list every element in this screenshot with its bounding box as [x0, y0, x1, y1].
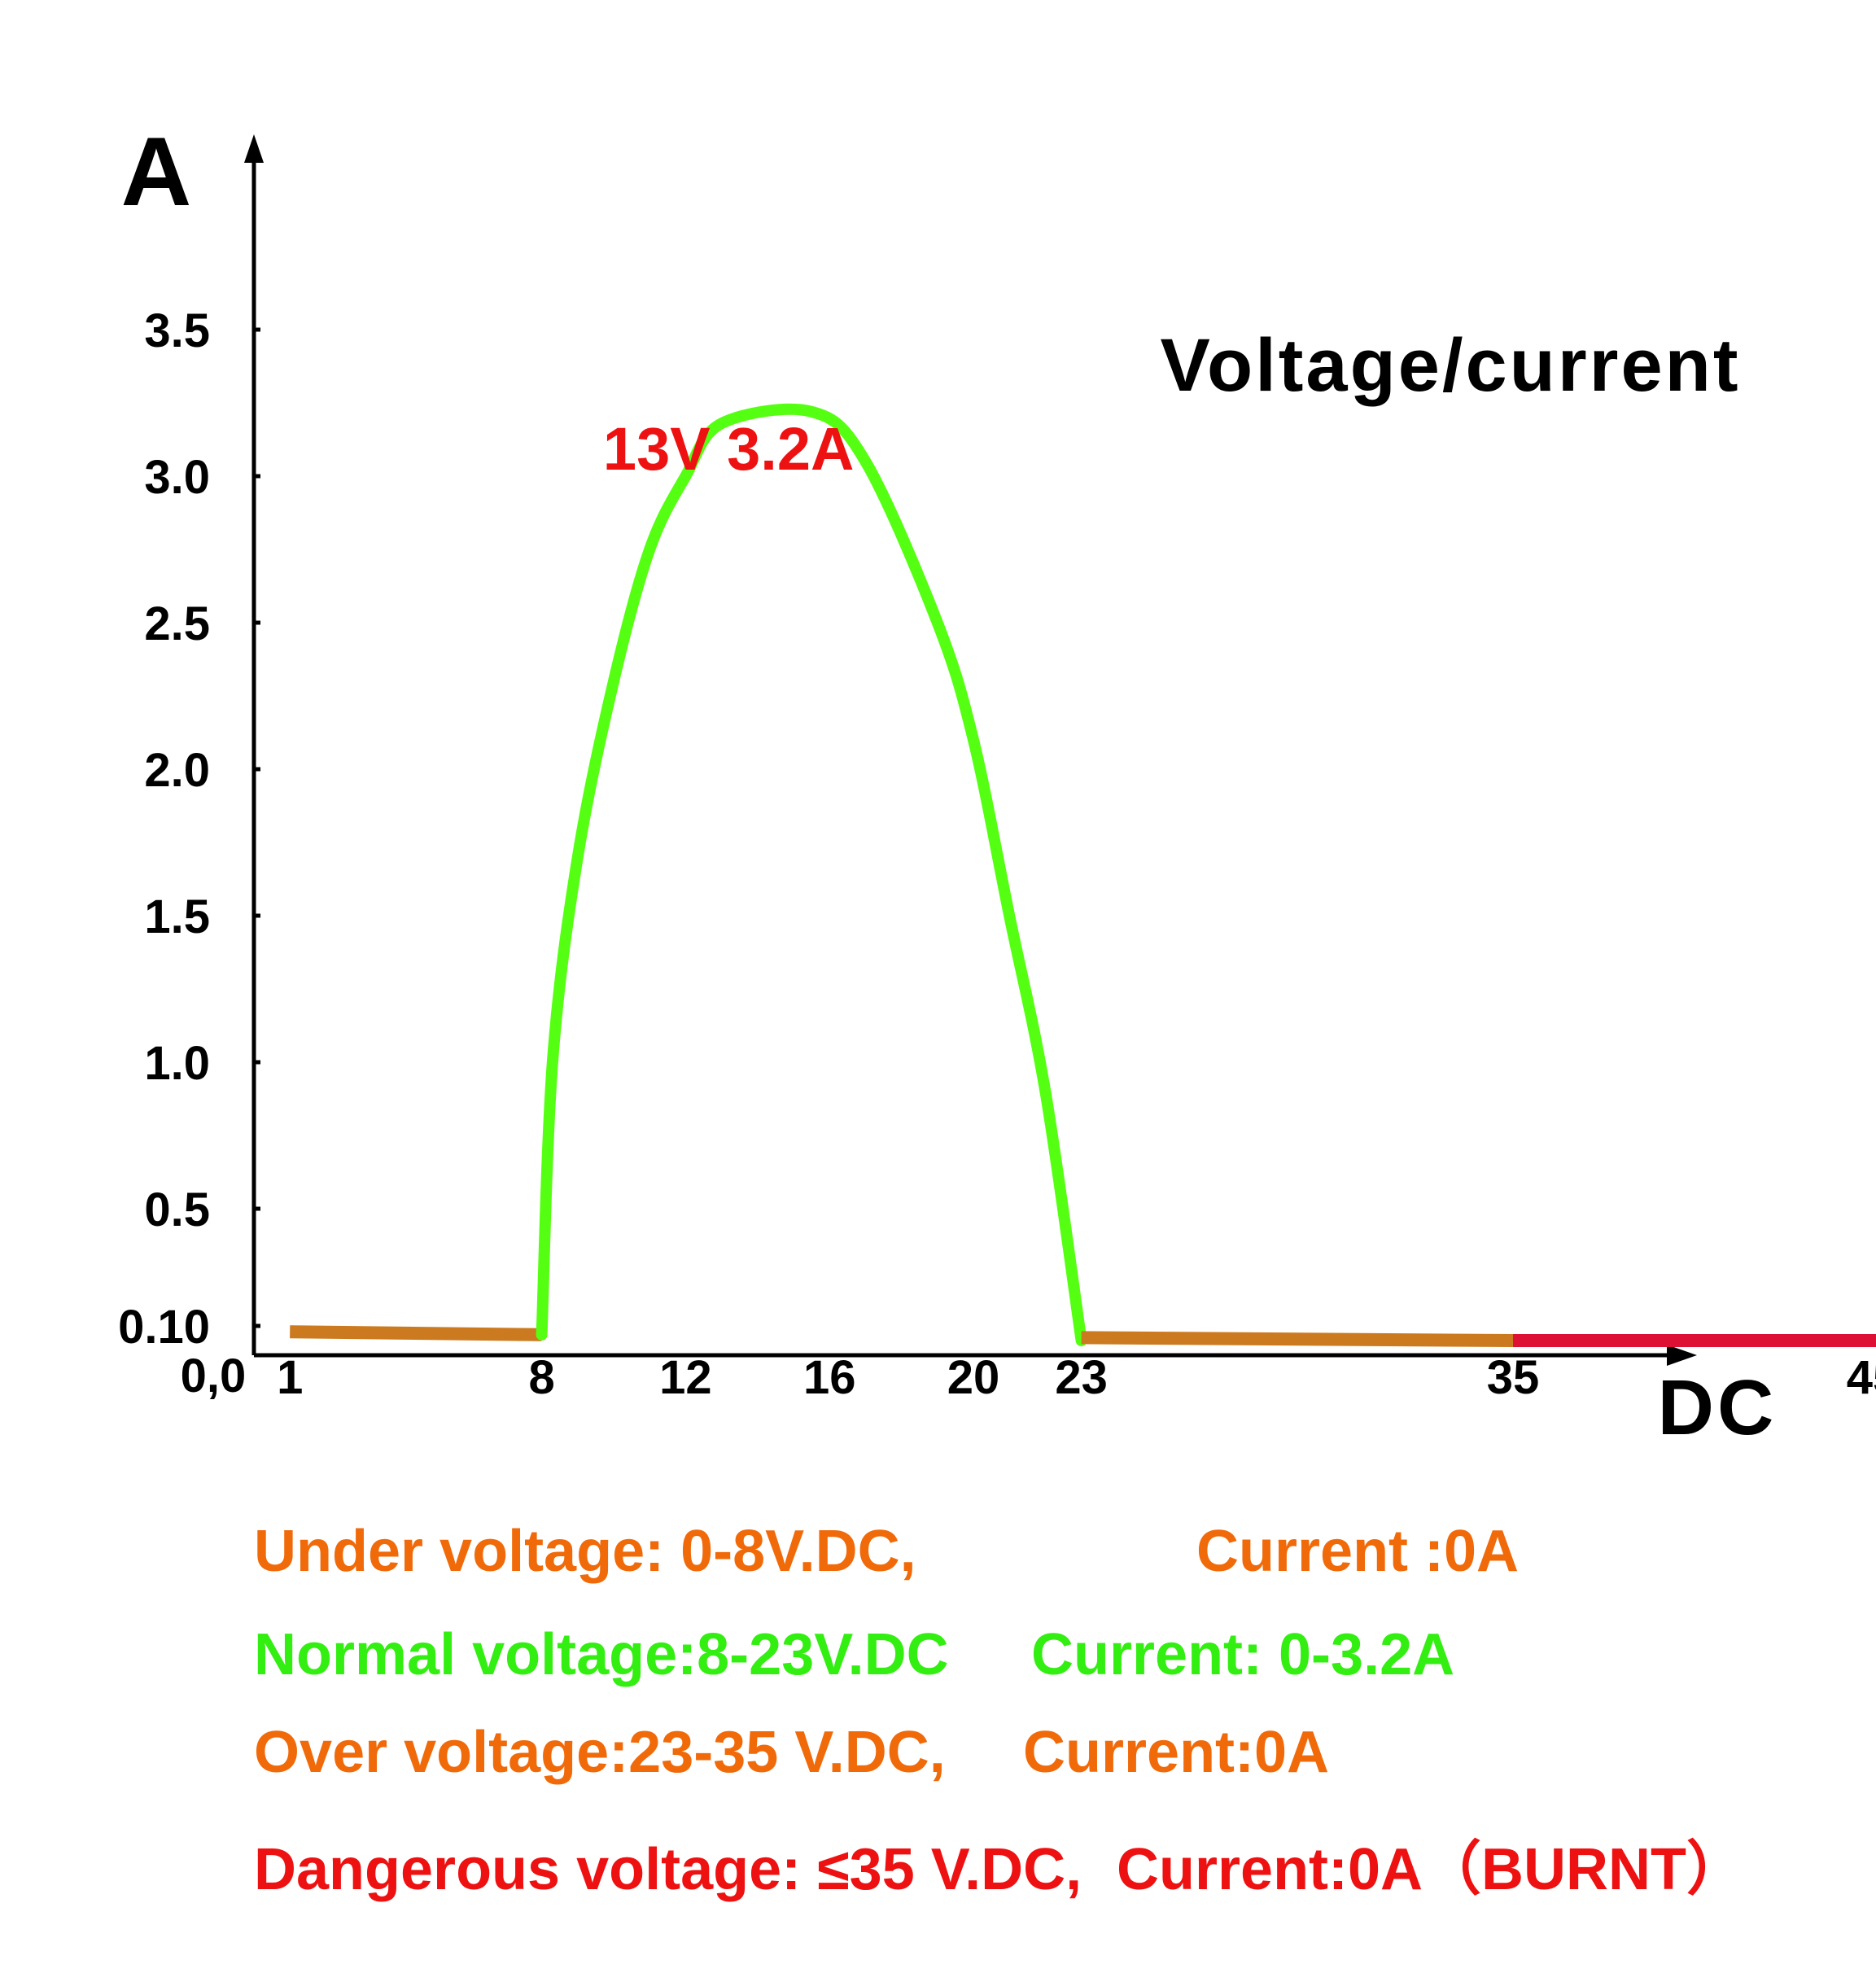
peak-annotation: 13V 3.2A	[603, 415, 855, 483]
note-normal-voltage-current: Current: 0-3.2A	[1031, 1622, 1455, 1687]
x-tick-label: 1	[277, 1351, 303, 1404]
x-tick-label: 45	[1847, 1351, 1876, 1404]
note-dangerous-voltage-range: Dangerous voltage: ≤35 V.DC,	[254, 1837, 1082, 1902]
y-tick-label: 3.0	[144, 451, 210, 504]
note-normal-voltage: Normal voltage:8-23V.DC Current: 0-3.2A	[189, 1555, 1454, 1755]
x-axis-label: DC	[1658, 1364, 1778, 1451]
note-under-voltage-range: Under voltage: 0-8V.DC,	[254, 1519, 916, 1584]
x-axis-arrow	[1667, 1345, 1697, 1366]
note-under-voltage-current: Current :0A	[1196, 1519, 1520, 1584]
y-tick-label: 2.0	[144, 744, 210, 797]
y-tick-label: 1.5	[144, 890, 210, 943]
note-dangerous-voltage-current: Current:0A（BURNT）	[1117, 1837, 1746, 1902]
y-tick-label: 0.10	[118, 1301, 210, 1354]
x-tick-label: 8	[528, 1351, 554, 1404]
y-axis-arrow	[244, 134, 264, 163]
y-tick-label: 3.5	[144, 304, 210, 357]
y-tick-label: 2.5	[144, 597, 210, 650]
axes: A DC 0,0	[121, 117, 1778, 1451]
x-tick-label: 20	[947, 1351, 1000, 1404]
series-line-2	[1081, 1331, 1514, 1347]
series-layer	[290, 403, 1876, 1347]
series-line-1	[536, 403, 1087, 1346]
chart-title: Voltage/current	[1161, 324, 1741, 407]
x-tick-label: 12	[659, 1351, 712, 1404]
note-over-voltage: Over voltage:23-35 V.DC, Current:0A	[189, 1652, 1329, 1853]
note-over-voltage-range: Over voltage:23-35 V.DC,	[254, 1720, 946, 1785]
x-tick-label: 16	[803, 1351, 856, 1404]
y-tick-label: 1.0	[144, 1037, 210, 1090]
y-axis-label: A	[121, 117, 192, 226]
x-tick-label: 35	[1487, 1351, 1540, 1404]
series-line-0	[290, 1325, 542, 1341]
voltage-current-chart: A DC 0,0 0.100.51.01.52.02.53.03.5 1 8 12 1…	[118, 117, 1876, 1451]
x-ticks: 1 8 12 16 20 23 35 45	[277, 1351, 1876, 1404]
note-under-voltage: Under voltage: 0-8V.DC, Current :0A	[189, 1451, 1519, 1651]
note-over-voltage-current: Current:0A	[1023, 1720, 1330, 1785]
y-tick-label: 0.5	[144, 1183, 210, 1236]
x-tick-label: 23	[1055, 1351, 1108, 1404]
y-ticks: 0.10 0.5 1.0 1.5 2.0 2.5 3.0 3.5	[118, 304, 260, 1354]
note-normal-voltage-range: Normal voltage:8-23V.DC	[254, 1622, 949, 1687]
note-dangerous-voltage: Dangerous voltage: ≤35 V.DC, Current:0A（B…	[189, 1754, 1745, 1973]
origin-label: 0,0	[181, 1350, 247, 1402]
